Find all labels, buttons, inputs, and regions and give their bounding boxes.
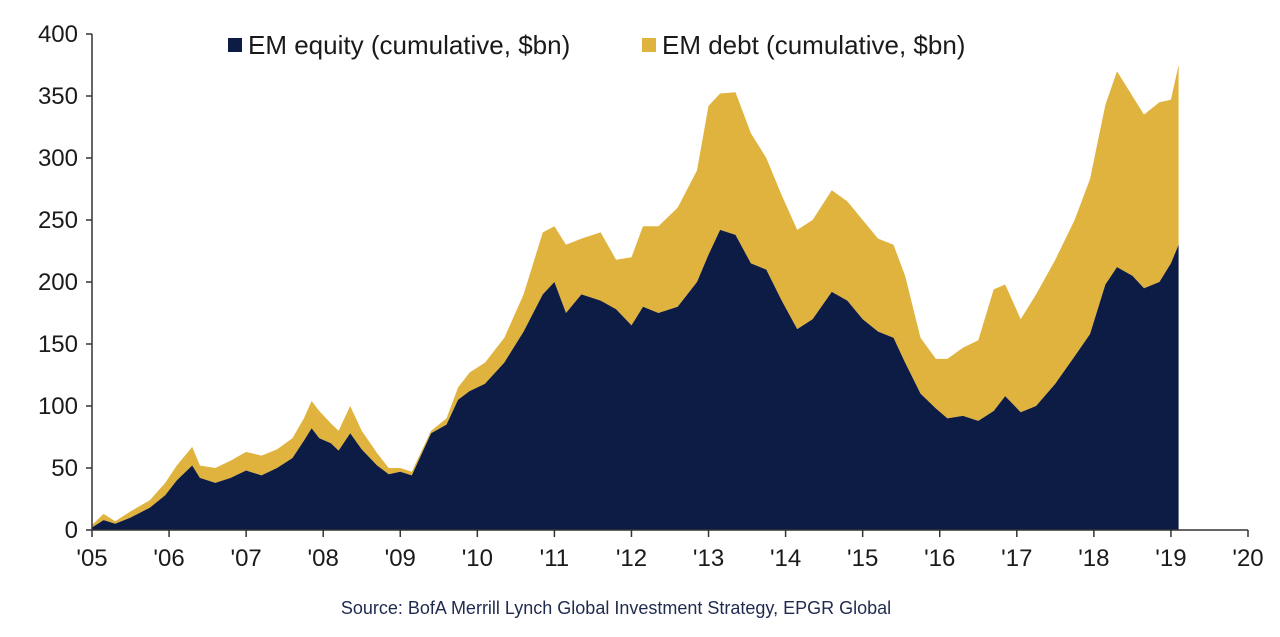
y-tick-label: 350 [38,83,78,110]
y-tick-label: 250 [38,207,78,234]
y-tick-label: 300 [38,145,78,172]
x-tick-label: '11 [540,545,570,572]
x-tick-label: '05 [76,545,107,572]
legend-swatch [228,38,242,52]
x-tick-label: '12 [616,545,647,572]
x-tick-label: '09 [385,545,416,572]
legend-label: EM debt (cumulative, $bn) [662,30,965,60]
y-tick-label: 100 [38,393,78,420]
y-tick-label: 150 [38,331,78,358]
legend: EM equity (cumulative, $bn) EM debt (cumu… [228,30,965,60]
legend-label: EM equity (cumulative, $bn) [248,30,570,60]
plot-area [92,65,1179,530]
x-tick-label: '08 [308,545,339,572]
x-tick-label: '06 [153,545,184,572]
y-tick-label: 400 [38,21,78,48]
x-tick-label: '20 [1232,545,1263,572]
axes: 0 50 100 150 200 250 300 350 400 '05 '06 '07 '08 '09 '… [38,21,1264,572]
y-tick-label: 0 [65,517,78,544]
x-tick-label: '07 [230,545,261,572]
source-note: Source: BofA Merrill Lynch Global Invest… [341,598,891,618]
x-tick-label: '19 [1155,545,1186,572]
x-tick-label: '14 [770,545,801,572]
y-tick-label: 200 [38,269,78,296]
x-tick-label: '13 [693,545,724,572]
series-area-em-debt [92,65,1179,528]
x-tick-label: '18 [1078,545,1109,572]
legend-swatch [642,38,656,52]
y-tick-label: 50 [51,455,78,482]
x-tick-label: '15 [847,545,878,572]
series-area-em-equity [92,229,1179,530]
x-tick-label: '16 [924,545,955,572]
x-tick-label: '17 [1001,545,1032,572]
x-tick-label: '10 [462,545,493,572]
